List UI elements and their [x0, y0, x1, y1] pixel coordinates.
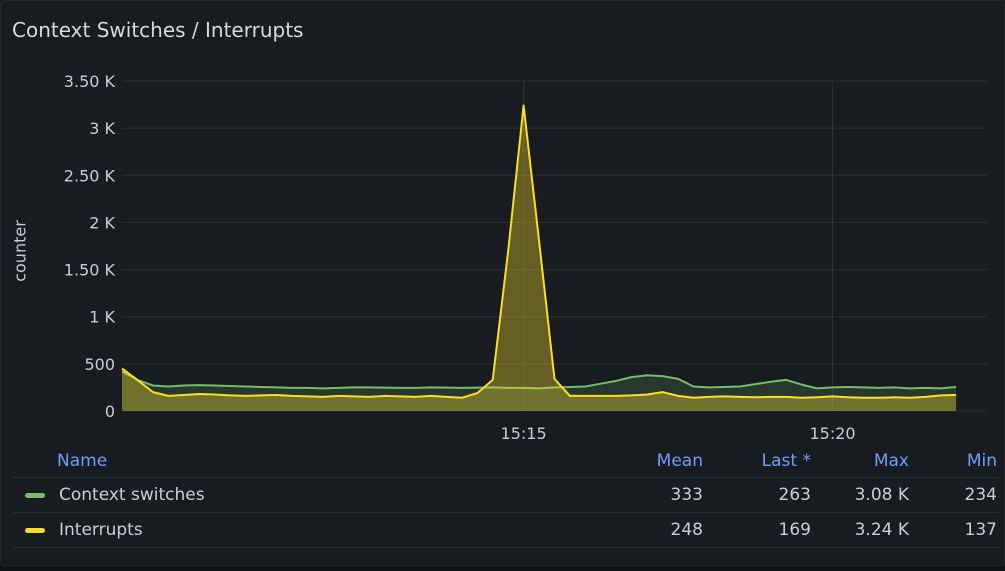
series-area-context-switches [122, 371, 957, 411]
y-tick-label: 2 K [89, 213, 115, 232]
legend-mean: 248 [601, 512, 705, 548]
legend-header-max[interactable]: Max [813, 445, 911, 478]
legend-last: 169 [705, 512, 813, 548]
legend-last: 263 [705, 477, 813, 513]
legend-row-context-switches[interactable]: Context switches 333 263 3.08 K 234 [13, 477, 999, 513]
y-tick-label: 500 [84, 355, 115, 374]
legend-max: 3.08 K [813, 477, 911, 513]
series-line-context-switches [121, 370, 957, 390]
legend-min: 234 [911, 477, 999, 513]
legend-series-name[interactable]: Context switches [59, 485, 205, 505]
y-tick-label: 3 K [89, 119, 115, 138]
series-line-interrupts [121, 104, 957, 399]
legend-min: 137 [911, 512, 999, 548]
series-layer [121, 104, 957, 411]
x-tick-label: 15:15 [501, 424, 547, 441]
legend-table: Name Mean Last * Max Min Context switche… [13, 445, 999, 548]
y-tick-label: 1.50 K [64, 261, 116, 280]
series-color-swatch[interactable] [25, 527, 45, 533]
legend-header-last[interactable]: Last * [705, 445, 813, 478]
legend-mean: 333 [601, 477, 705, 513]
legend-header-mean[interactable]: Mean [601, 445, 705, 478]
grid [122, 80, 987, 412]
x-axis: 15:15 15:20 [501, 424, 856, 441]
legend-header-row: Name Mean Last * Max Min [13, 445, 999, 478]
legend-header-name[interactable]: Name [13, 445, 601, 478]
y-tick-label: 1 K [89, 308, 115, 327]
y-axis: 0 500 1 K 1.50 K 2 K 2.50 K 3 K 3.50 K [64, 72, 116, 421]
legend-max: 3.24 K [813, 512, 911, 548]
panel-title[interactable]: Context Switches / Interrupts [12, 18, 304, 42]
x-tick-label: 15:20 [809, 424, 855, 441]
y-tick-label: 3.50 K [64, 72, 116, 91]
y-tick-label: 0 [105, 402, 115, 421]
legend-series-name[interactable]: Interrupts [59, 520, 143, 540]
y-tick-label: 2.50 K [64, 166, 116, 185]
legend-header-min[interactable]: Min [911, 445, 999, 478]
legend-row-interrupts[interactable]: Interrupts 248 169 3.24 K 137 [13, 512, 999, 548]
series-area-interrupts [122, 105, 957, 411]
series-color-swatch[interactable] [25, 492, 45, 498]
